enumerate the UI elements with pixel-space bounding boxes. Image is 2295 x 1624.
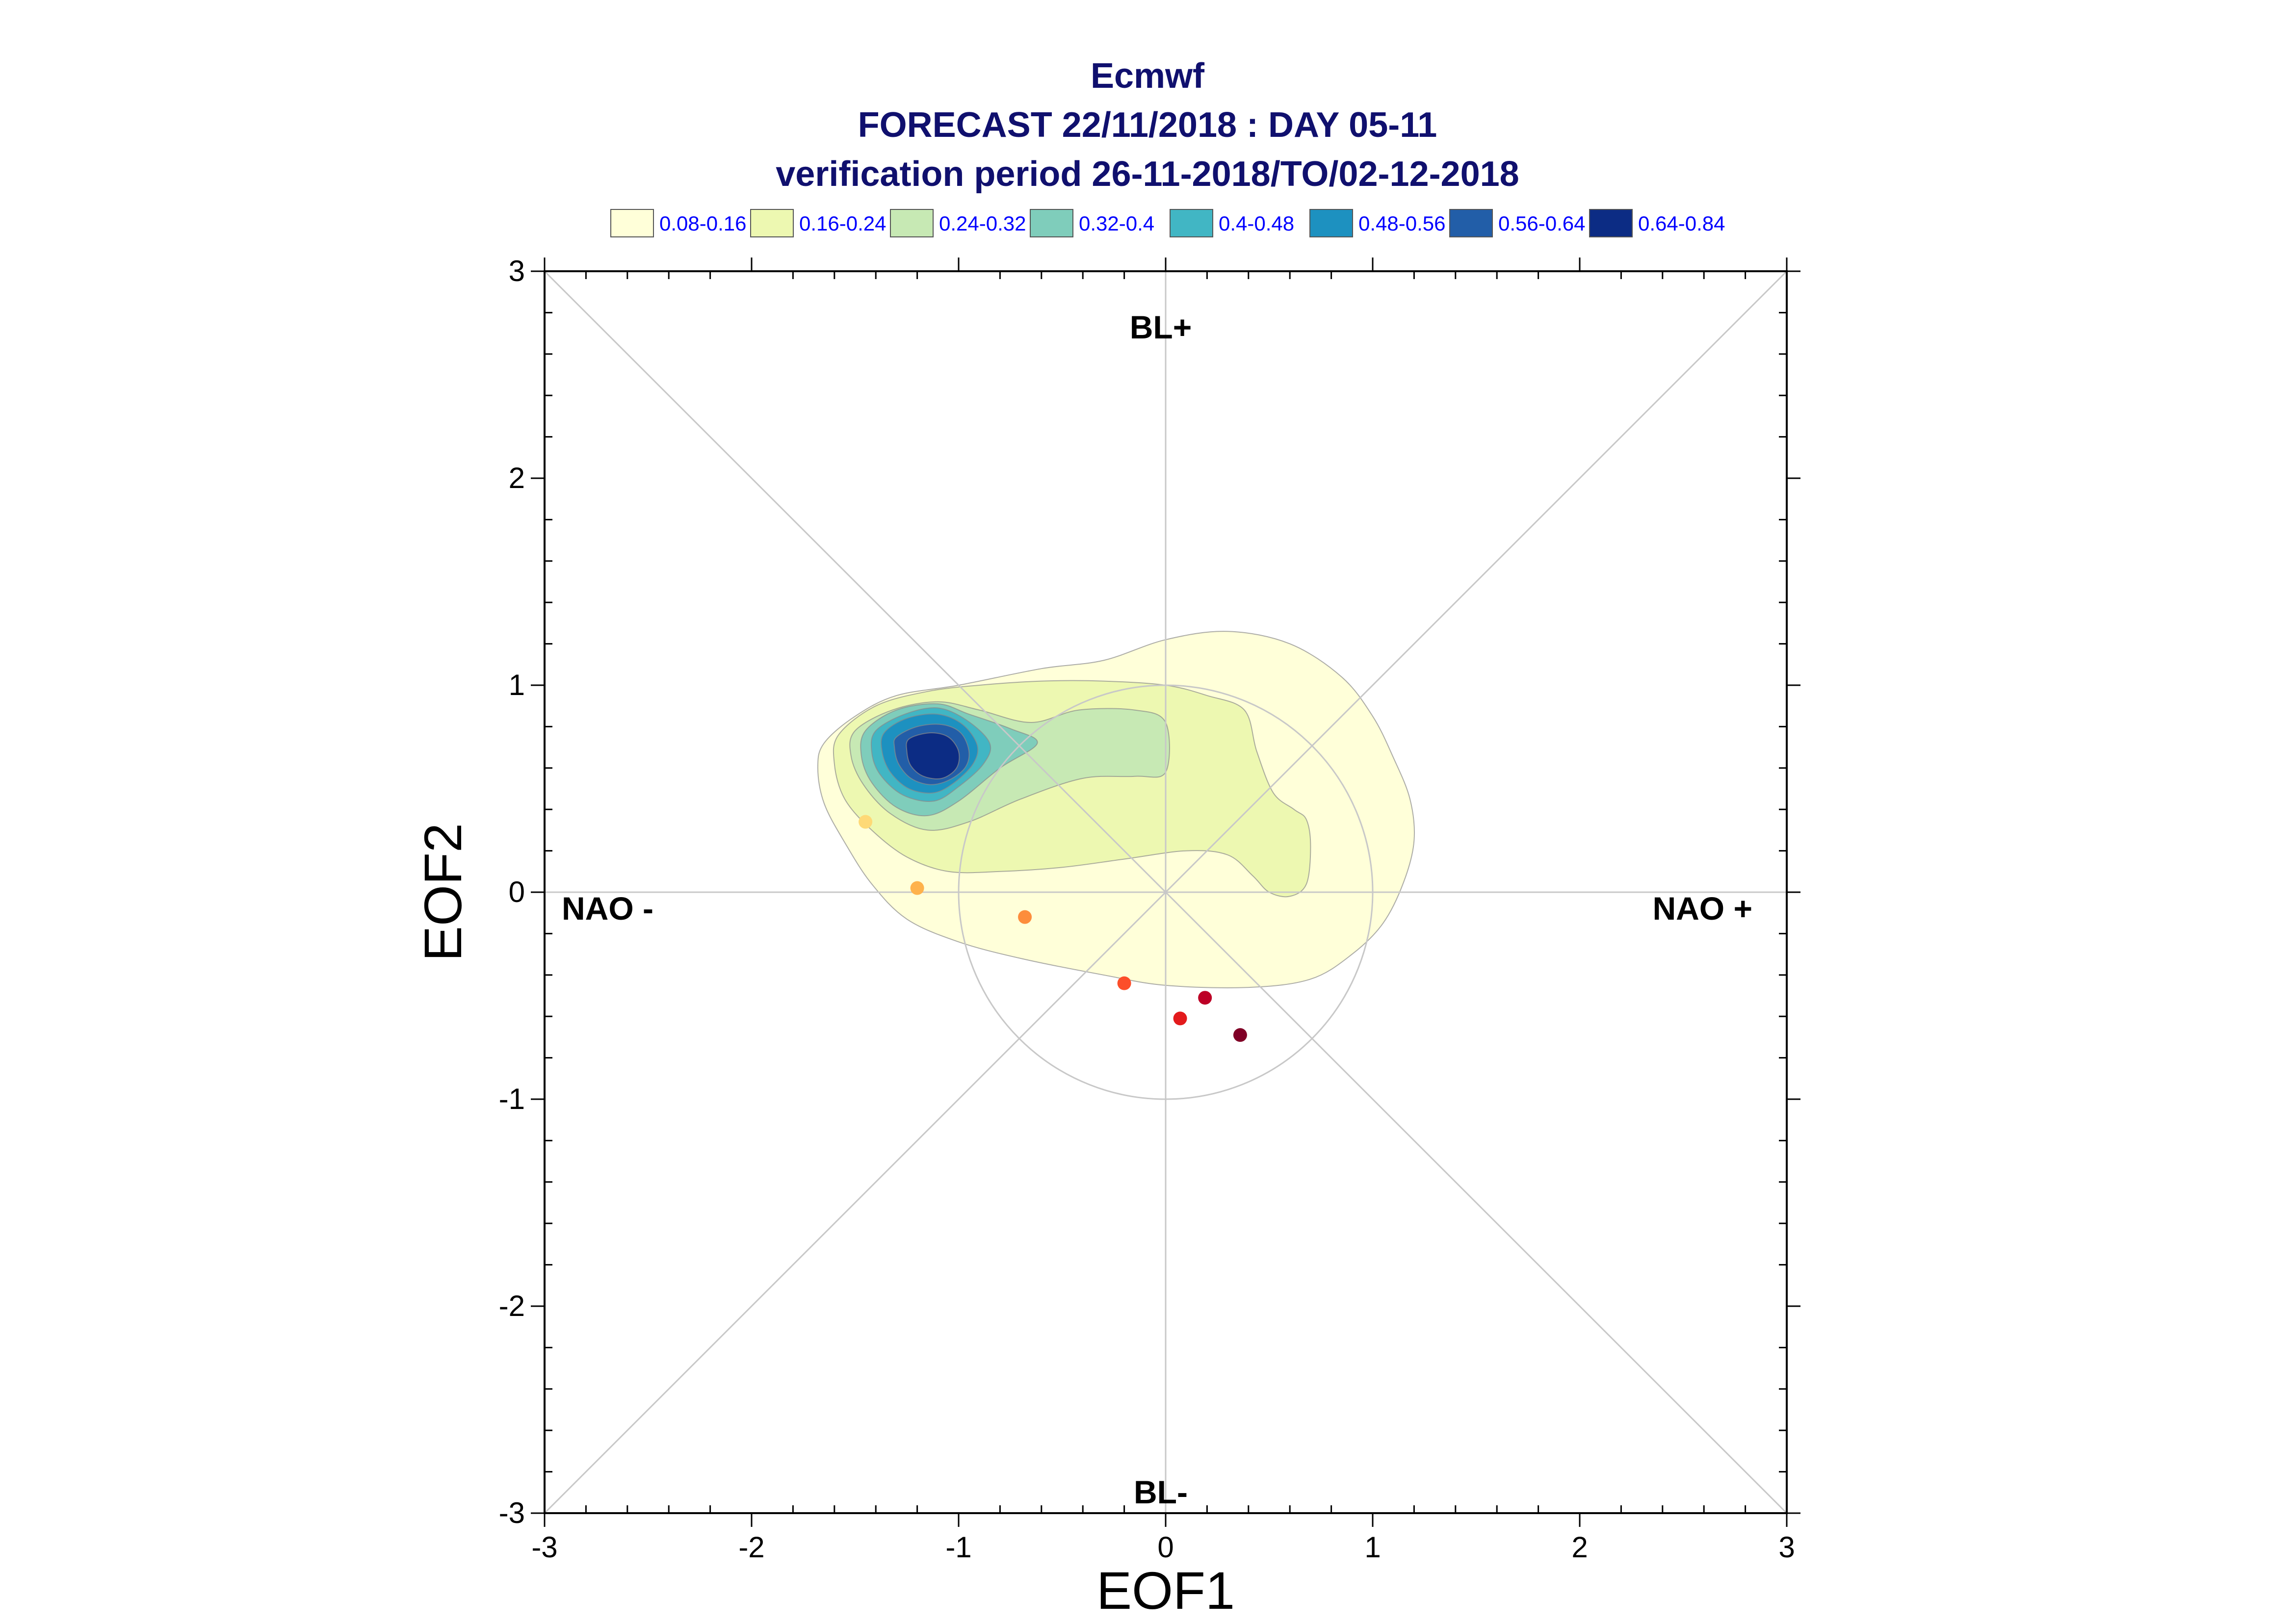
- chart-title-line-2: FORECAST 22/11/2018 : DAY 05-11: [858, 105, 1437, 145]
- chart-title-line-1: Ecmwf: [1090, 56, 1205, 96]
- legend-swatch: [1589, 209, 1633, 237]
- legend-swatch: [1030, 209, 1073, 237]
- density-legend: 0.08-0.16 0.16-0.24 0.24-0.32 0.32-0.4 0.4-0…: [610, 209, 1725, 237]
- x-tick-label: -1: [945, 1531, 971, 1564]
- x-tick-label: 2: [1571, 1531, 1588, 1564]
- forecast-point: [910, 881, 924, 895]
- x-tick-label: -2: [738, 1531, 764, 1564]
- legend-swatch: [890, 209, 934, 237]
- forecast-point: [1117, 976, 1131, 990]
- axis-labels: -3 -2 -1 0 1 2 3 -3 -2 -1 0 1 2 3: [499, 255, 1795, 1564]
- unit-circle: [958, 684, 1374, 1100]
- forecast-point: [859, 815, 873, 829]
- y-tick-label: 3: [509, 255, 525, 287]
- legend-swatch: [1449, 209, 1493, 237]
- y-tick-label: 2: [509, 462, 525, 494]
- legend-swatch: [1170, 209, 1213, 237]
- y-tick-label: 1: [509, 669, 525, 701]
- legend-swatch: [610, 209, 654, 237]
- legend-swatch: [1309, 209, 1353, 237]
- legend-label: 0.48-0.56: [1358, 212, 1445, 235]
- legend-swatch: [750, 209, 794, 237]
- forecast-points: [859, 815, 1247, 1042]
- chart-title-line-3: verification period 26-11-2018/TO/02-12-…: [776, 155, 1519, 194]
- y-tick-label: -3: [499, 1496, 525, 1529]
- x-tick-label: 0: [1157, 1531, 1174, 1564]
- legend-label: 0.4-0.48: [1219, 212, 1294, 235]
- density-contours: [817, 631, 1415, 988]
- y-axis-title: EOF2: [413, 823, 472, 961]
- legend-label: 0.32-0.4: [1079, 212, 1154, 235]
- legend-label: 0.16-0.24: [799, 212, 886, 235]
- legend-label: 0.56-0.64: [1498, 212, 1585, 235]
- forecast-point: [1173, 1011, 1187, 1026]
- reference-lines: [544, 270, 1788, 1514]
- y-tick-label: -2: [499, 1289, 525, 1322]
- y-tick-label: -1: [499, 1083, 525, 1115]
- forecast-point: [1233, 1028, 1247, 1042]
- forecast-point: [1198, 991, 1212, 1005]
- region-label-nao-plus: NAO +: [1652, 890, 1752, 927]
- x-axis-title: EOF1: [1096, 1561, 1235, 1620]
- region-label-nao-minus: NAO -: [562, 890, 653, 927]
- legend-label: 0.08-0.16: [659, 212, 746, 235]
- y-tick-label: 0: [509, 876, 525, 908]
- x-tick-label: -3: [531, 1531, 557, 1564]
- density-contour-area: [906, 732, 960, 780]
- x-tick-label: 1: [1364, 1531, 1381, 1564]
- region-label-bl-plus: BL+: [1130, 309, 1192, 345]
- axis-ticks: [531, 258, 1800, 1527]
- legend-label: 0.64-0.84: [1638, 212, 1725, 235]
- legend-label: 0.24-0.32: [939, 212, 1026, 235]
- region-label-bl-minus: BL-: [1134, 1474, 1188, 1510]
- chart-title-block: Ecmwf FORECAST 22/11/2018 : DAY 05-11 ve…: [0, 52, 2295, 199]
- forecast-point: [1018, 910, 1032, 924]
- x-tick-label: 3: [1778, 1531, 1795, 1564]
